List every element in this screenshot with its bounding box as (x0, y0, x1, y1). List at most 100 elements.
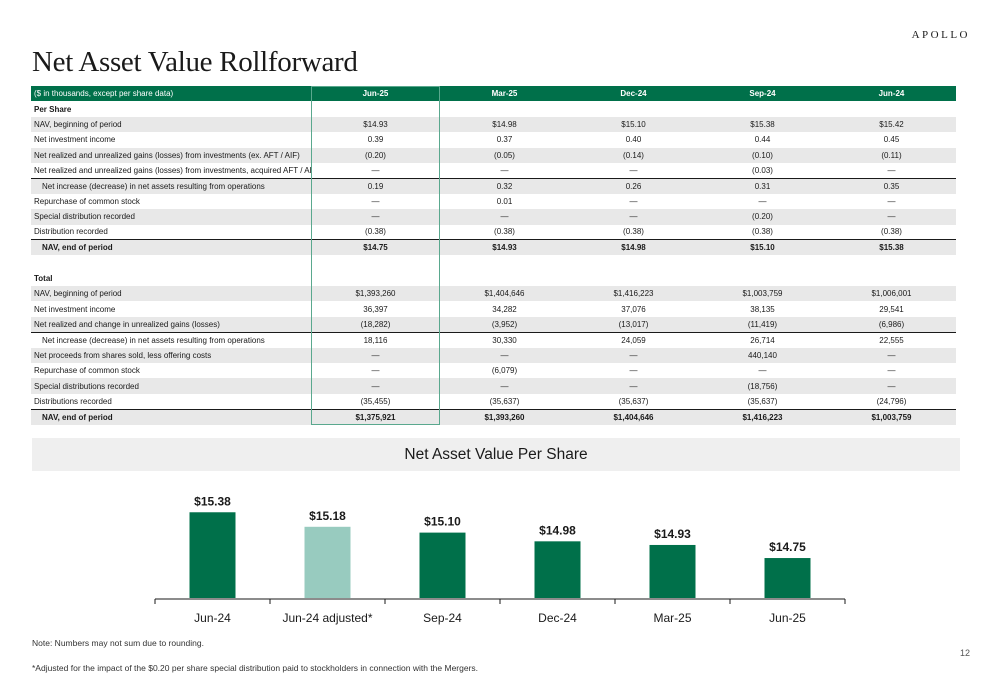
table-cell (698, 271, 827, 286)
table-cell: — (311, 378, 440, 394)
table-cell: — (371, 196, 380, 206)
table-row: Per Share (31, 101, 956, 116)
table-cell: 0.26 (569, 177, 698, 194)
nav-rollforward-table: ($ in thousands, except per share data) … (31, 86, 956, 425)
table-cell: (3,952) (440, 316, 569, 333)
column-header: Sep-24 (698, 86, 827, 102)
table-row: NAV, end of period $1,375,921 $1,393,260 $1… (31, 408, 956, 425)
column-header: Jun-25 (311, 86, 440, 102)
row-label: Special distributions recorded (31, 378, 311, 394)
table-cell (569, 255, 698, 270)
row-label: NAV, end of period (31, 239, 311, 256)
table-cell: (0.38) (623, 227, 644, 237)
table-cell: (0.38) (881, 227, 902, 237)
table-cell: — (758, 366, 767, 376)
table-row: Total (31, 271, 956, 286)
table-cell: (0.05) (440, 147, 569, 163)
bar (419, 532, 466, 598)
table-cell (569, 101, 698, 116)
table-row: Net investment income 36,397 34,282 37,076 3… (31, 301, 956, 316)
adjustment-footnote: *Adjusted for the impact of the $0.20 pe… (32, 663, 479, 673)
row-label: Net realized and change in unrealized ga… (31, 316, 311, 333)
table-cell: (11,419) (698, 316, 827, 333)
data-label: $14.98 (539, 523, 576, 537)
data-label: $15.18 (309, 509, 346, 523)
table-cell (440, 255, 569, 270)
table-row: NAV, end of period $14.75 $14.93 $14.98 $15.… (31, 239, 956, 256)
table-row: NAV, beginning of period $1,393,260 $1,404… (31, 286, 956, 302)
table-cell: $14.98 (440, 116, 569, 133)
category-label: Jun-24 adjusted* (282, 611, 372, 625)
table-cell: (0.20) (698, 209, 827, 225)
table-cell: 26,714 (698, 331, 827, 348)
bar (189, 512, 236, 598)
table-cell: 0.37 (496, 135, 513, 145)
table-cell: — (827, 378, 956, 394)
table-cell: $14.93 (440, 239, 569, 256)
table-cell (698, 255, 827, 270)
table-row: NAV, beginning of period $14.93 $14.98 $15.… (31, 116, 956, 133)
table-cell: 440,140 (698, 347, 827, 364)
row-label: Repurchase of common stock (34, 196, 140, 206)
table-cell: $1,393,260 (311, 286, 440, 302)
table-cell: $1,006,001 (827, 286, 956, 302)
table-cell: 0.01 (496, 196, 513, 206)
table-body: Per Share NAV, beginning of period $14.93 $… (31, 101, 956, 425)
column-header: Dec-24 (569, 86, 698, 102)
table-cell: (0.14) (569, 147, 698, 163)
table-cell: $1,003,759 (827, 408, 956, 425)
apollo-logo: APOLLO (911, 29, 970, 41)
table-row: Distribution recorded (0.38) (0.38) (0.38) (… (31, 225, 956, 240)
table-cell: (24,796) (876, 396, 907, 406)
table-cell: (18,282) (311, 316, 440, 333)
table-cell: — (887, 165, 896, 175)
row-label: Per Share (34, 104, 72, 114)
row-label: Net investment income (34, 304, 116, 314)
table-cell: 0.40 (625, 135, 642, 145)
table-cell: 36,397 (363, 304, 388, 314)
table-cell: $15.38 (827, 239, 956, 256)
category-label: Dec-24 (538, 611, 577, 625)
table-cell: 0.35 (827, 177, 956, 194)
table-cell: — (827, 347, 956, 364)
data-label: $15.38 (194, 494, 231, 508)
table-cell: (35,637) (618, 396, 649, 406)
table-cell: 18,116 (311, 331, 440, 348)
table-cell: $15.10 (698, 239, 827, 256)
table-cell: — (500, 165, 509, 175)
table-cell: 0.31 (698, 177, 827, 194)
table-cell: 38,135 (750, 304, 775, 314)
bar (534, 541, 581, 598)
table-cell (827, 255, 956, 270)
page-title: Net Asset Value Rollforward (32, 46, 358, 78)
rounding-note: Note: Numbers may not sum due to roundin… (32, 638, 204, 648)
bar (649, 544, 696, 598)
table-cell: — (311, 347, 440, 364)
chart-title: Net Asset Value Per Share (32, 438, 960, 471)
table-cell: 0.44 (754, 135, 771, 145)
table-cell: (0.38) (365, 227, 386, 237)
table-cell: — (887, 366, 896, 376)
table-cell: 29,541 (879, 304, 904, 314)
table-cell: (0.20) (311, 147, 440, 163)
table-row: Net proceeds from shares sold, less offe… (31, 347, 956, 364)
table-cell: $1,416,223 (698, 408, 827, 425)
table-row: Special distributions recorded — — — (18,756… (31, 378, 956, 394)
table-cell (440, 271, 569, 286)
table-header-row: ($ in thousands, except per share data) … (31, 86, 956, 102)
table-cell: — (440, 347, 569, 364)
table-cell: — (569, 209, 698, 225)
table-cell: $1,404,646 (569, 408, 698, 425)
bar (764, 558, 811, 598)
category-label: Sep-24 (423, 611, 462, 625)
table-cell: $1,375,921 (311, 408, 440, 425)
table-cell: — (371, 165, 380, 175)
table-cell: $15.10 (569, 116, 698, 133)
table-row: Repurchase of common stock — (6,079) — — — (31, 363, 956, 378)
table-cell: — (569, 347, 698, 364)
table-cell (440, 101, 569, 116)
table-cell: (35,637) (747, 396, 778, 406)
table-cell: 0.45 (883, 135, 900, 145)
table-row: Distributions recorded (35,455) (35,637) (3… (31, 394, 956, 409)
table-cell: (0.11) (827, 147, 956, 163)
